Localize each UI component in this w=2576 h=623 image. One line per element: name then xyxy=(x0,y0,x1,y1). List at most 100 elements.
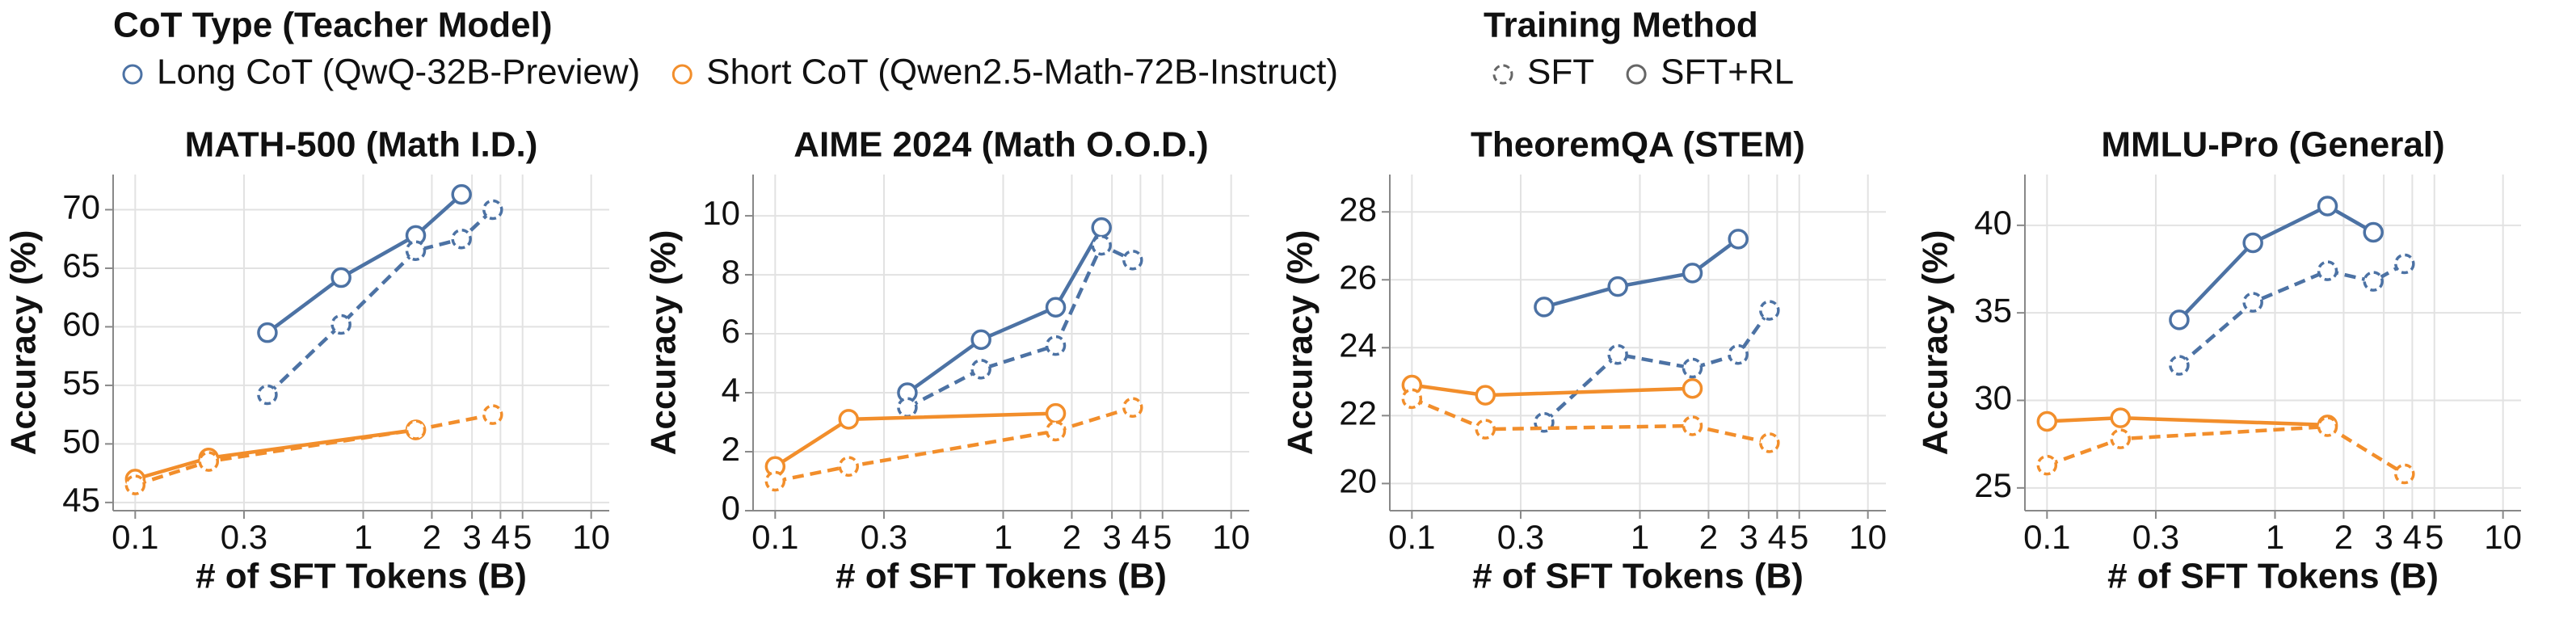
point xyxy=(2363,221,2384,243)
point xyxy=(330,267,351,288)
x-tick-label: 1 xyxy=(354,518,373,556)
point xyxy=(1045,420,1067,442)
point xyxy=(2317,196,2338,217)
point xyxy=(2036,410,2058,432)
series-line xyxy=(1543,309,1771,424)
point xyxy=(970,359,991,380)
x-tick-label: 10 xyxy=(1849,518,1887,556)
x-axis-label: # of SFT Tokens (B) xyxy=(196,557,527,596)
y-tick-label: 45 xyxy=(62,481,100,519)
y-tick-label: 70 xyxy=(62,188,100,226)
series-line xyxy=(1412,383,1693,398)
legend-label: SFT xyxy=(1527,53,1594,92)
series-line xyxy=(1411,397,1770,445)
point xyxy=(2317,260,2338,281)
y-axis-label: Accuracy (%) xyxy=(1916,230,1955,456)
x-tick-label: 10 xyxy=(572,518,610,556)
point xyxy=(451,228,472,250)
y-axis-label: Accuracy (%) xyxy=(1281,230,1320,456)
x-tick-label: 4 xyxy=(2403,518,2422,556)
x-tick-label: 5 xyxy=(1790,518,1808,556)
y-tick-label: 26 xyxy=(1339,258,1377,296)
legend-marker xyxy=(1626,64,1647,85)
y-tick-label: 8 xyxy=(722,253,740,291)
x-tick-label: 10 xyxy=(1212,518,1250,556)
point xyxy=(257,384,278,406)
x-tick-label: 2 xyxy=(423,518,441,556)
point xyxy=(2242,232,2263,254)
point xyxy=(330,314,351,335)
x-tick-label: 0.3 xyxy=(221,518,267,556)
point xyxy=(1682,357,1703,379)
y-tick-label: 30 xyxy=(1974,379,2012,417)
y-axis-label: Accuracy (%) xyxy=(4,230,44,456)
y-tick-label: 28 xyxy=(1339,190,1377,228)
x-tick-label: 4 xyxy=(491,518,510,556)
x-tick-label: 3 xyxy=(1102,518,1121,556)
y-tick-label: 2 xyxy=(722,430,740,468)
x-tick-label: 2 xyxy=(1699,518,1718,556)
y-tick-label: 24 xyxy=(1339,326,1377,364)
x-tick-label: 2 xyxy=(2334,518,2353,556)
point xyxy=(1122,397,1143,419)
point xyxy=(1091,217,1112,238)
point xyxy=(2363,271,2384,292)
x-tick-label: 3 xyxy=(1739,518,1757,556)
point xyxy=(1682,377,1703,399)
point xyxy=(1475,419,1496,440)
y-tick-label: 22 xyxy=(1339,394,1377,431)
x-tick-label: 0.3 xyxy=(861,518,907,556)
point xyxy=(1091,234,1112,256)
x-tick-label: 4 xyxy=(1768,518,1787,556)
legend-title: Training Method xyxy=(1484,6,1758,45)
series-line xyxy=(1543,238,1740,309)
y-tick-label: 60 xyxy=(62,305,100,343)
panel-title: MMLU-Pro (General) xyxy=(2101,125,2444,165)
x-tick-label: 4 xyxy=(1131,518,1150,556)
point xyxy=(198,451,220,472)
series-line xyxy=(906,226,1104,394)
point xyxy=(124,474,146,495)
point xyxy=(2242,292,2263,313)
panel-title: TheoremQA (STEM) xyxy=(1471,125,1805,165)
point xyxy=(405,225,427,246)
point xyxy=(1045,297,1067,318)
series-line xyxy=(266,192,463,335)
y-tick-label: 6 xyxy=(722,312,740,350)
point xyxy=(2394,253,2415,275)
point xyxy=(257,322,278,343)
point xyxy=(1045,335,1067,356)
x-tick-label: 5 xyxy=(1153,518,1172,556)
point xyxy=(2317,416,2338,437)
point xyxy=(1475,385,1496,406)
point xyxy=(970,329,991,351)
point xyxy=(1401,388,1423,410)
x-tick-label: 3 xyxy=(2374,518,2393,556)
x-axis-label: # of SFT Tokens (B) xyxy=(836,557,1167,596)
point xyxy=(405,240,427,261)
series-line xyxy=(2046,424,2406,476)
y-tick-label: 0 xyxy=(722,489,740,527)
point xyxy=(1682,263,1703,284)
point xyxy=(405,419,427,440)
legend-label: Short CoT (Qwen2.5-Math-72B-Instruct) xyxy=(706,53,1338,92)
point xyxy=(1607,276,1628,297)
point xyxy=(2394,463,2415,485)
legend-marker xyxy=(122,64,143,85)
legend-label: Long CoT (QwQ-32B-Preview) xyxy=(157,53,640,92)
point xyxy=(897,397,918,419)
legend-marker xyxy=(1492,64,1513,85)
y-axis-label: Accuracy (%) xyxy=(644,230,684,456)
point xyxy=(1534,297,1555,318)
x-tick-label: 0.1 xyxy=(2023,518,2070,556)
y-tick-label: 20 xyxy=(1339,461,1377,499)
y-tick-label: 65 xyxy=(62,246,100,284)
x-tick-label: 1 xyxy=(994,518,1012,556)
series-line xyxy=(134,412,494,487)
point xyxy=(1682,415,1703,436)
point xyxy=(838,456,860,478)
y-tick-label: 40 xyxy=(1974,204,2012,242)
x-tick-label: 1 xyxy=(1631,518,1649,556)
x-axis-label: # of SFT Tokens (B) xyxy=(2107,557,2439,596)
